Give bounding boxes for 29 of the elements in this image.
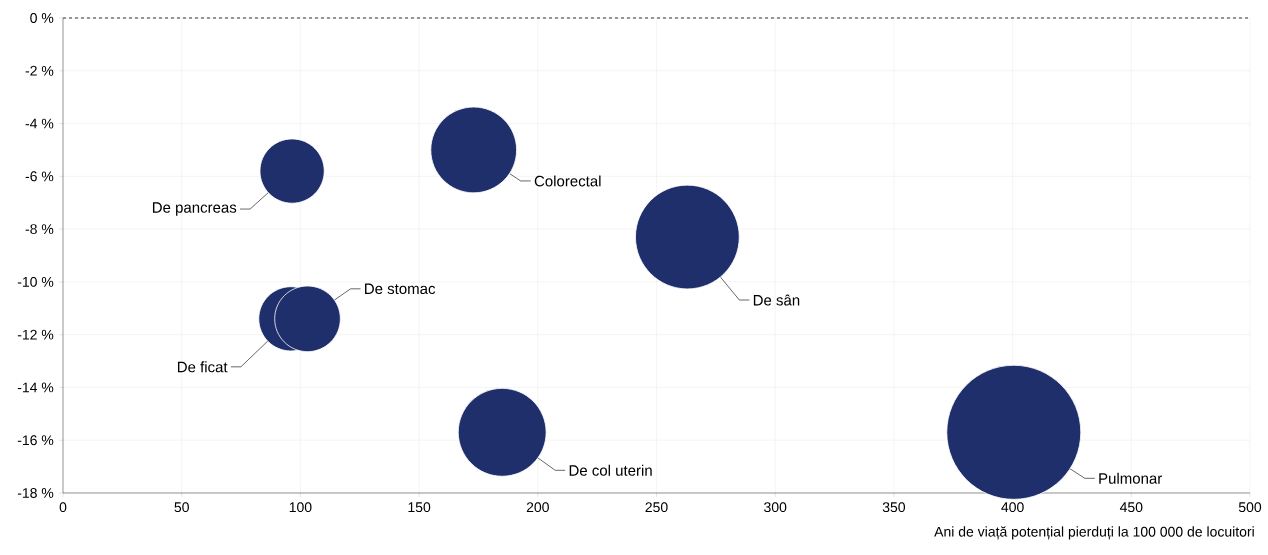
x-tick-label: 0	[59, 502, 67, 513]
x-tick-label: 100	[289, 502, 312, 513]
x-tick-label: 400	[1001, 502, 1024, 513]
text: De col uterin	[569, 464, 652, 476]
y-tick-label: -8 %	[25, 224, 54, 235]
y-tick-label: -14 %	[17, 382, 54, 393]
y-tick-label: 0 %	[30, 13, 54, 23]
x-tick-label: 300	[764, 502, 787, 513]
x-tick-label: 500	[1238, 502, 1262, 513]
text: Pulmonar	[1099, 472, 1163, 484]
y-tick-label: -6 %	[25, 171, 54, 182]
x-axis-title: Ani de viață potențial pierduți la 100 000 de locuitori	[934, 526, 1254, 540]
y-tick-label: -12 %	[17, 329, 54, 340]
x-tick-label: 350	[882, 502, 906, 513]
y-tick-label: -10 %	[17, 276, 54, 287]
x-tick-label: 150	[408, 502, 431, 513]
text: De ficat	[177, 361, 228, 373]
text: De pancreas	[152, 202, 237, 216]
x-tick-label: 450	[1119, 502, 1143, 513]
y-tick-label: -2 %	[25, 65, 54, 76]
x-tick-label: 200	[526, 502, 549, 513]
y-tick-label: -18 %	[17, 488, 54, 498]
text: De sân	[753, 294, 800, 306]
x-tick-label: 50	[174, 502, 189, 513]
y-tick-label: -16 %	[17, 435, 54, 446]
x-tick-label: 250	[645, 502, 668, 513]
text: Colorectal	[534, 175, 601, 187]
y-tick-label: -4 %	[25, 118, 54, 129]
text: De stomac	[365, 283, 436, 295]
